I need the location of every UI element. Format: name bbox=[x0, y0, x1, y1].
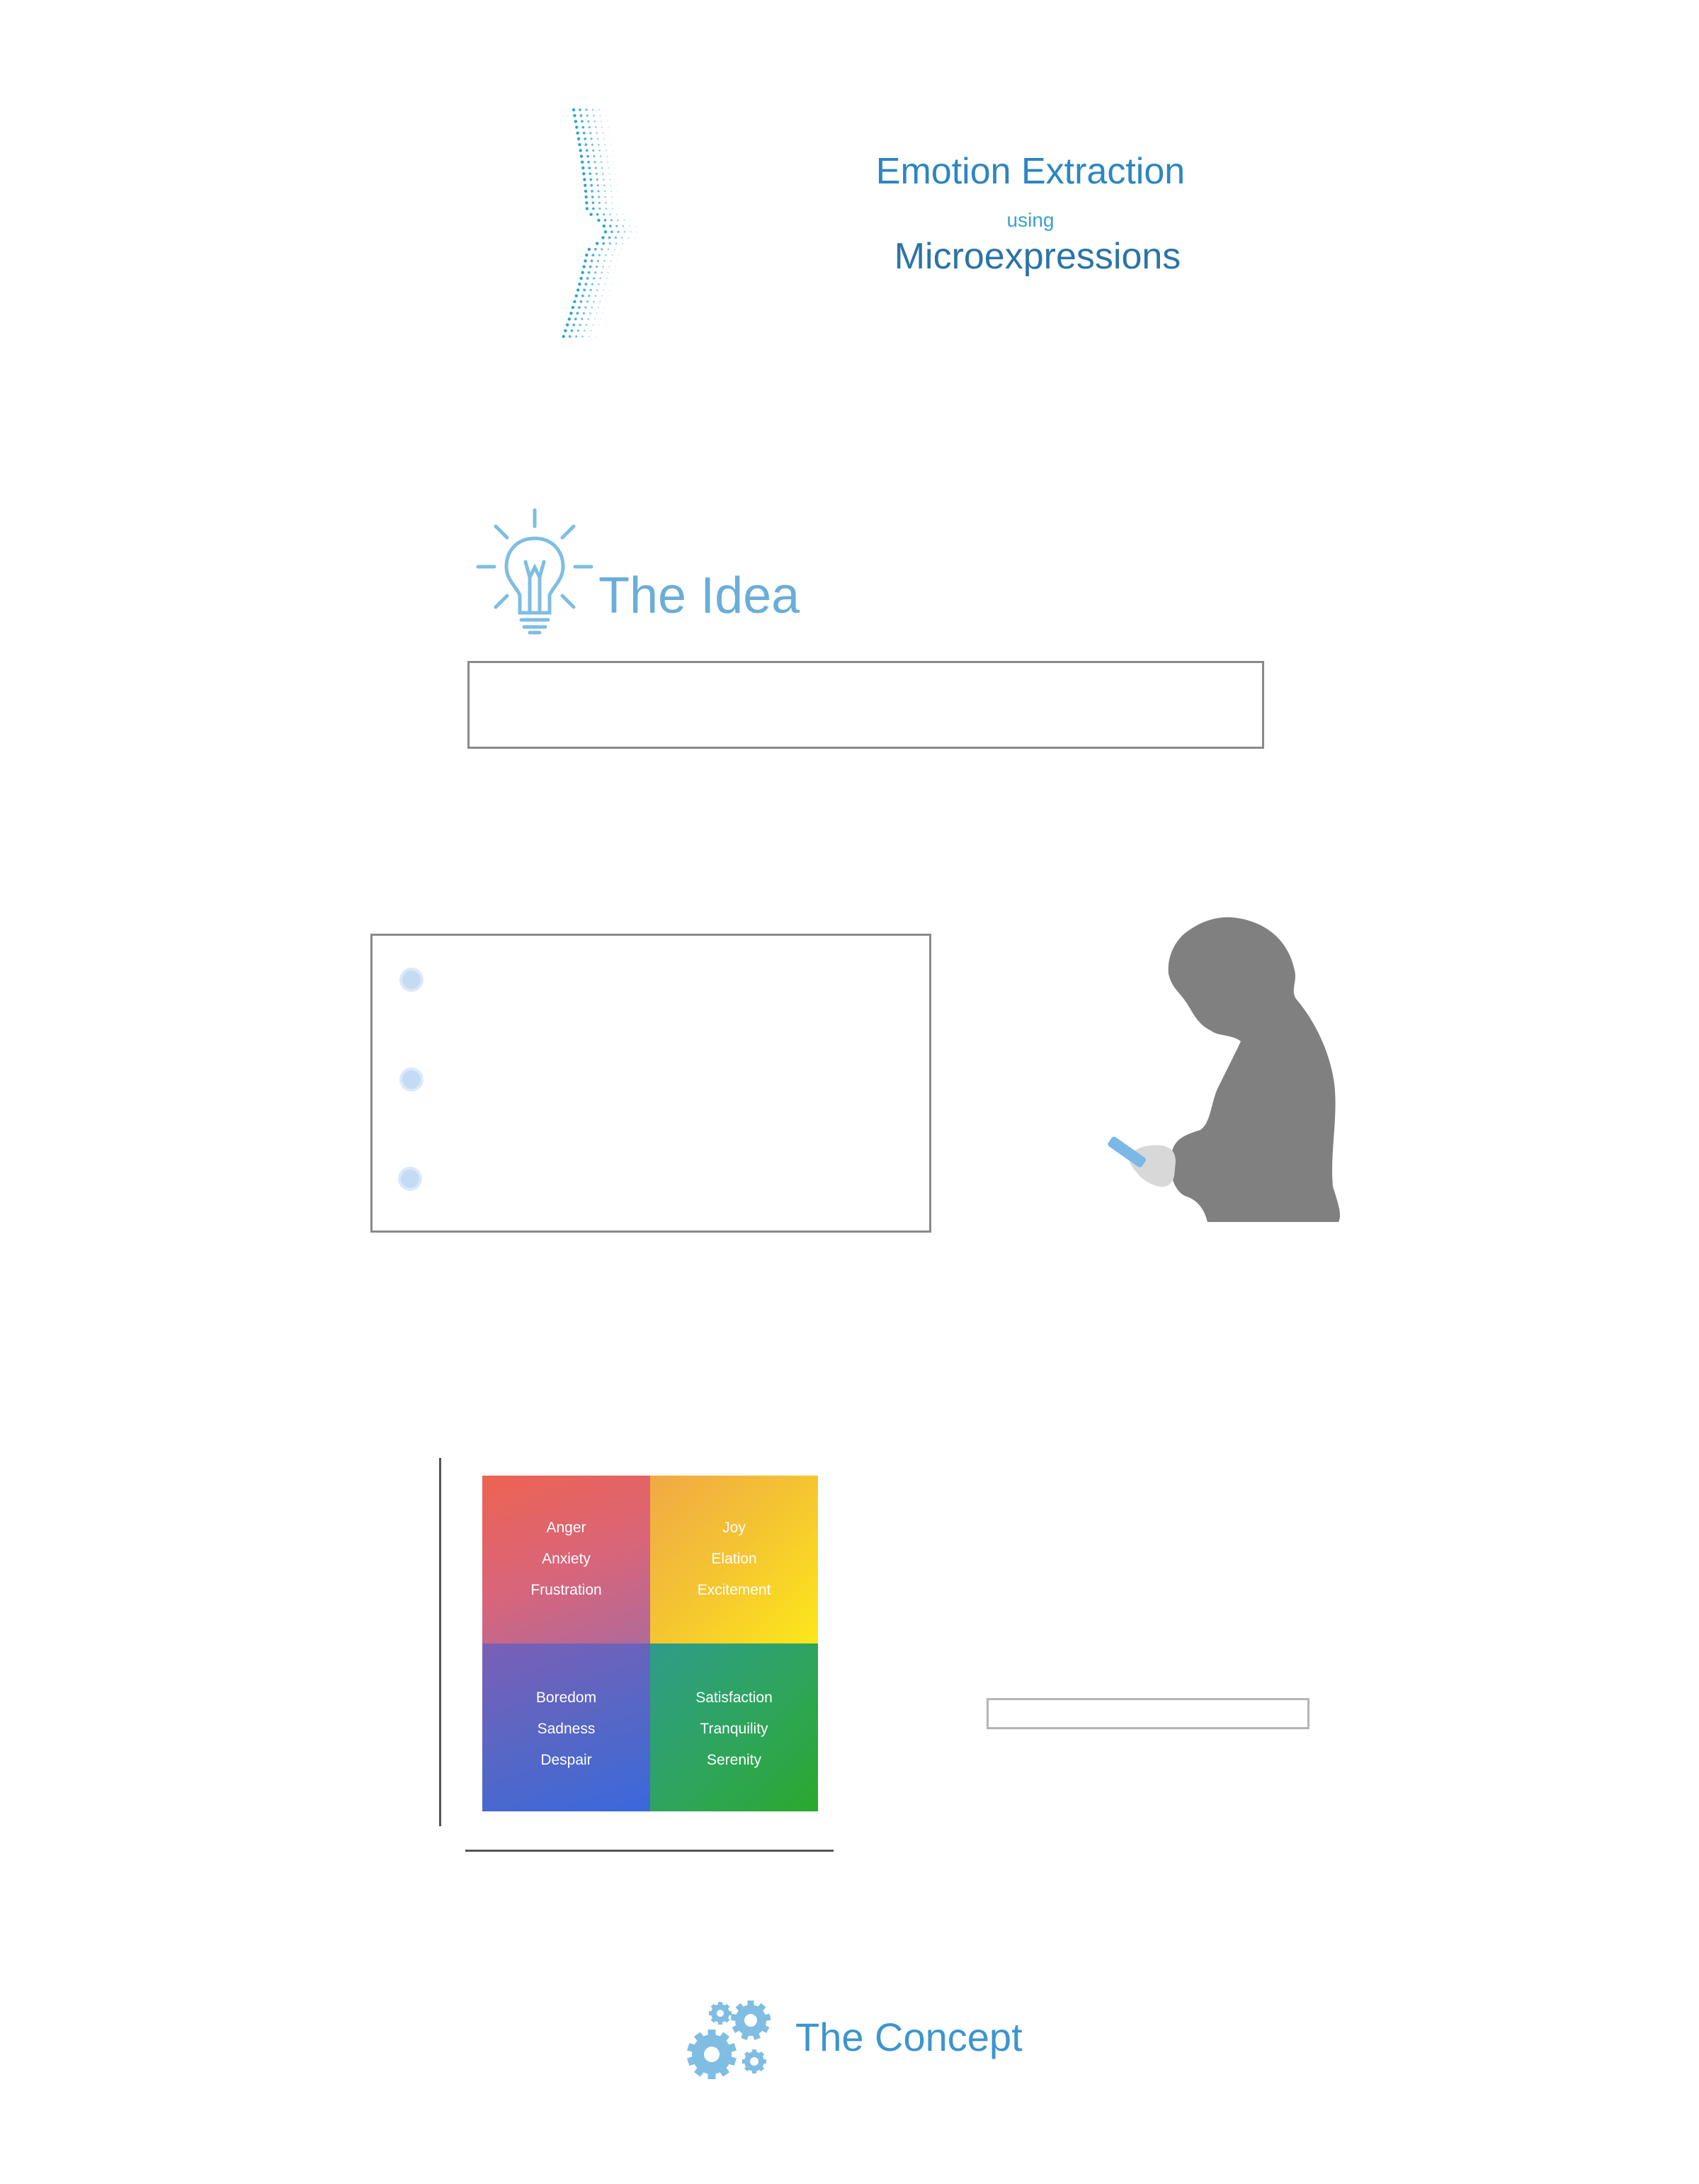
document-title: Emotion Extraction bbox=[875, 151, 1186, 192]
emotion-label: Despair bbox=[540, 1752, 592, 1768]
emotion-label: Anger bbox=[546, 1520, 586, 1536]
emotion-quadrant-top-left: Anger Anxiety Frustration bbox=[482, 1476, 650, 1643]
emotion-label: Excitement bbox=[697, 1582, 771, 1598]
emotion-label: Sadness bbox=[537, 1721, 596, 1737]
emotion-label: Frustration bbox=[530, 1582, 602, 1598]
face-profile-dots-graphic bbox=[562, 108, 638, 339]
vertical-axis-line bbox=[439, 1458, 441, 1826]
emotion-label: Boredom bbox=[535, 1690, 597, 1706]
bullet-list-box bbox=[370, 934, 931, 1233]
title-connector: using bbox=[1006, 209, 1055, 231]
emotion-label: Serenity bbox=[706, 1752, 762, 1768]
emotion-label: Tranquility bbox=[700, 1721, 768, 1737]
emotion-label: Joy bbox=[722, 1520, 746, 1536]
bullet-dot-2 bbox=[399, 1068, 424, 1092]
emotion-quadrant-top-right: Joy Elation Excitement bbox=[650, 1476, 818, 1643]
idea-heading: The Idea bbox=[598, 567, 800, 624]
gears-icon bbox=[687, 2001, 771, 2079]
emotion-label: Satisfaction bbox=[695, 1690, 773, 1706]
lightbulb-icon bbox=[476, 508, 593, 635]
bullet-dot-3 bbox=[398, 1167, 422, 1191]
person-with-phone-silhouette bbox=[1108, 917, 1341, 1222]
emotion-quadrant-bottom-left: Boredom Sadness Despair bbox=[482, 1643, 650, 1811]
emotion-label: Anxiety bbox=[542, 1551, 591, 1567]
emotion-label: Elation bbox=[711, 1551, 757, 1567]
emotion-quadrant-bottom-right: Satisfaction Tranquility Serenity bbox=[650, 1643, 818, 1811]
bullet-dot-1 bbox=[399, 968, 424, 992]
concept-heading: The Concept bbox=[795, 2015, 1023, 2059]
empty-text-field bbox=[987, 1698, 1309, 1729]
horizontal-axis-line bbox=[465, 1850, 834, 1852]
document-subtitle: Microexpressions bbox=[894, 236, 1181, 277]
idea-text-box bbox=[467, 661, 1264, 749]
